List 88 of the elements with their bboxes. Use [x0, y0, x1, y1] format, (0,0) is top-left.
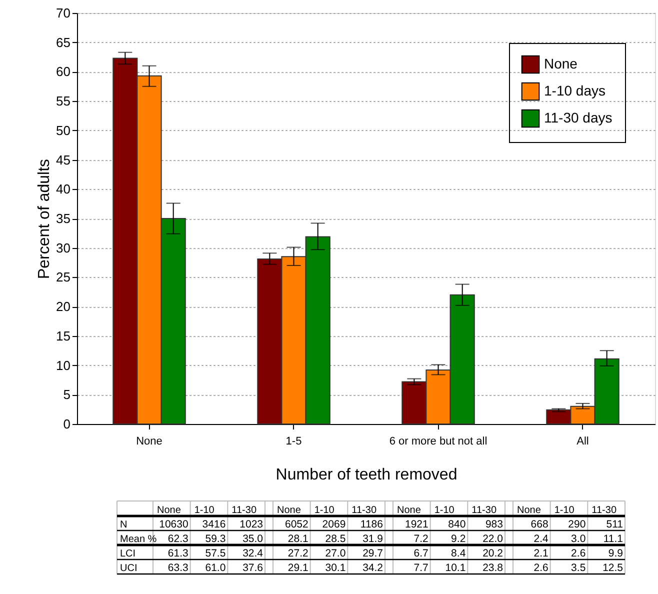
x-tick-label: 6 or more but not all	[389, 436, 488, 448]
text: 62.3	[168, 533, 188, 545]
y-tick-label: 0	[63, 416, 70, 432]
text: 30.1	[325, 562, 346, 574]
text: 22.0	[482, 533, 504, 545]
y-tick-label: 20	[56, 299, 70, 314]
text: 11-30	[232, 505, 257, 516]
text: 9.9	[608, 548, 624, 560]
text: 29.7	[362, 548, 384, 560]
y-tick-label: 40	[56, 182, 70, 197]
text: 1-10	[554, 505, 574, 516]
text: 12.5	[602, 562, 624, 574]
text: 7.7	[414, 562, 428, 574]
text: 2069	[322, 518, 346, 530]
text: 7.2	[414, 533, 428, 545]
text: 61.0	[205, 562, 226, 574]
text: 34.2	[362, 562, 384, 574]
text: N	[120, 520, 128, 530]
text: 20.2	[482, 548, 504, 560]
text: 1-10	[194, 505, 215, 516]
text: 1921	[404, 518, 428, 530]
text: 27.2	[288, 548, 308, 560]
y-tick-label: 15	[56, 328, 70, 344]
x-tick-label: None	[136, 436, 162, 448]
y-axis-title: Percent of adults	[36, 158, 54, 280]
y-tick-label: 25	[56, 270, 70, 285]
text: 11-30	[352, 505, 377, 516]
text: 8.4	[451, 548, 466, 560]
y-tick-label: 35	[56, 211, 70, 226]
text: 23.8	[482, 562, 504, 574]
text: 1023	[240, 518, 264, 530]
y-tick-label: 55	[56, 94, 70, 109]
text: LCI	[120, 548, 136, 560]
text: 1-10	[434, 505, 454, 516]
text: 3.0	[571, 533, 586, 545]
text: 9.2	[451, 533, 466, 545]
text: 840	[448, 518, 466, 530]
y-tick-label: 5	[63, 387, 70, 402]
text: 59.3	[205, 533, 226, 545]
y-tick-label: 65	[56, 34, 70, 50]
text: 1186	[360, 518, 384, 530]
text: 61.3	[168, 548, 188, 560]
text: 57.5	[205, 548, 226, 560]
y-tick-label: 70	[56, 6, 70, 20]
text: 10.1	[445, 562, 466, 574]
text: 6052	[284, 518, 308, 530]
text: 2.6	[571, 548, 586, 560]
text: 6.7	[414, 548, 428, 560]
text: 27.0	[325, 548, 346, 560]
text: 668	[530, 518, 548, 530]
text: 983	[485, 518, 504, 530]
legend-label: None	[544, 56, 578, 72]
y-tick-label: 30	[56, 240, 70, 256]
y-tick-label: 10	[56, 358, 70, 373]
x-tick-label: 1-5	[286, 436, 302, 448]
text: 10630	[159, 518, 188, 530]
text: 37.6	[242, 562, 264, 574]
text: 2.1	[534, 548, 548, 560]
text: 1-10	[314, 505, 334, 516]
text: 35.0	[242, 533, 264, 545]
x-tick-label: All	[576, 436, 589, 448]
text: 11-30	[592, 505, 617, 516]
text: 29.1	[288, 562, 308, 574]
text: 63.3	[168, 562, 188, 574]
text: 2.4	[534, 533, 548, 545]
text: 28.5	[325, 533, 346, 545]
text: 511	[606, 518, 624, 530]
x-axis-title: Number of teeth removed	[276, 466, 458, 484]
text: 290	[568, 518, 586, 530]
text: 2.6	[534, 562, 548, 574]
legend-label: 11-30 days	[544, 110, 612, 126]
text: 3.5	[571, 562, 586, 574]
y-tick-label: 50	[56, 122, 70, 138]
text: 32.4	[242, 548, 264, 560]
text: None	[397, 505, 421, 516]
text: None	[157, 505, 182, 516]
text: 28.1	[288, 533, 308, 545]
text: UCI	[120, 563, 138, 574]
y-tick-label: 45	[56, 152, 70, 168]
y-tick-label: 60	[56, 64, 70, 80]
text: 31.9	[362, 533, 384, 545]
text: 3416	[202, 518, 226, 530]
text: 11-30	[472, 505, 497, 516]
legend-label: 1-10 days	[544, 82, 606, 98]
text: Mean %	[120, 534, 157, 545]
text: None	[517, 505, 541, 516]
text: 11.1	[603, 533, 624, 545]
text: None	[277, 505, 301, 516]
